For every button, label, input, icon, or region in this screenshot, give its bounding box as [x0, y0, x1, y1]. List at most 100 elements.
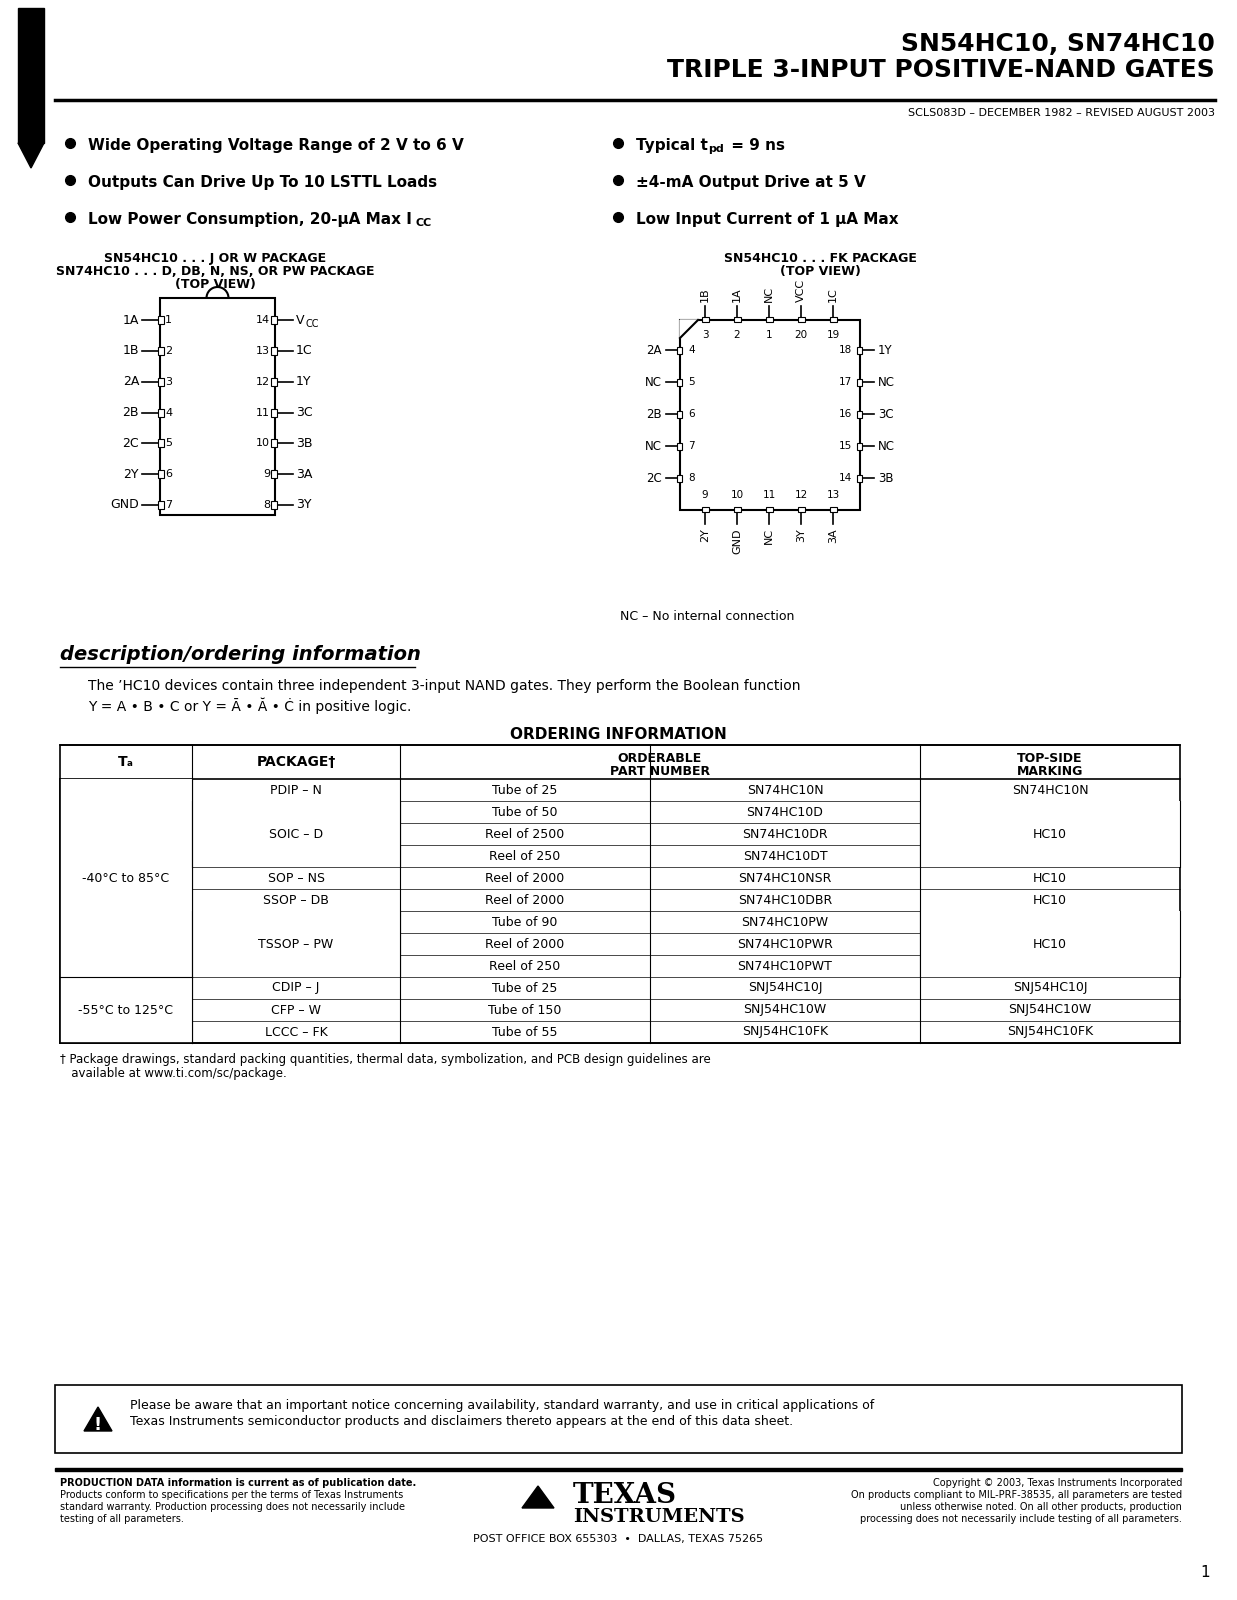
Text: NC: NC: [644, 376, 662, 389]
Text: 19: 19: [826, 330, 840, 341]
Text: available at www.ti.com/sc/package.: available at www.ti.com/sc/package.: [61, 1067, 287, 1080]
Text: 3Y: 3Y: [296, 499, 312, 512]
Bar: [677, 411, 682, 418]
Text: HC10: HC10: [1033, 872, 1068, 885]
Text: V: V: [296, 314, 304, 326]
Text: 14: 14: [256, 315, 270, 325]
Text: 5: 5: [165, 438, 172, 448]
Text: 1: 1: [766, 330, 772, 341]
Bar: [766, 317, 772, 322]
Bar: [856, 411, 862, 418]
Text: 4: 4: [165, 408, 172, 418]
Text: HC10: HC10: [1033, 827, 1068, 840]
Text: LCCC – FK: LCCC – FK: [265, 1026, 328, 1038]
Bar: [830, 507, 836, 512]
Text: 2A: 2A: [647, 344, 662, 357]
Text: 4: 4: [688, 346, 695, 355]
Text: TSSOP – PW: TSSOP – PW: [259, 938, 334, 950]
Bar: [61, 779, 192, 1043]
Text: Tube of 55: Tube of 55: [492, 1026, 558, 1038]
Text: Reel of 2000: Reel of 2000: [485, 872, 564, 885]
Text: PART NUMBER: PART NUMBER: [610, 765, 710, 778]
Text: 1B: 1B: [122, 344, 139, 357]
Bar: [158, 347, 165, 355]
Text: PDIP – N: PDIP – N: [270, 784, 322, 797]
Text: 1A: 1A: [122, 314, 139, 326]
Text: SOP – NS: SOP – NS: [267, 872, 324, 885]
Text: 2: 2: [734, 330, 740, 341]
Bar: [856, 347, 862, 354]
Text: SNJ54HC10FK: SNJ54HC10FK: [742, 1026, 828, 1038]
Text: 8: 8: [263, 499, 270, 510]
Text: 1C: 1C: [296, 344, 313, 357]
Text: SOIC – D: SOIC – D: [268, 827, 323, 840]
Text: pd: pd: [708, 144, 724, 154]
Text: 13: 13: [826, 490, 840, 499]
Bar: [271, 501, 277, 509]
Text: Tube of 25: Tube of 25: [492, 784, 558, 797]
Text: 20: 20: [794, 330, 808, 341]
Text: TRIPLE 3-INPUT POSITIVE-NAND GATES: TRIPLE 3-INPUT POSITIVE-NAND GATES: [667, 58, 1215, 82]
Bar: [677, 443, 682, 450]
Text: NC: NC: [764, 528, 774, 544]
Bar: [734, 317, 741, 322]
Text: ±4-mA Output Drive at 5 V: ±4-mA Output Drive at 5 V: [636, 174, 866, 190]
Text: CFP – W: CFP – W: [271, 1003, 320, 1016]
Bar: [701, 507, 709, 512]
Bar: [160, 298, 275, 515]
Polygon shape: [84, 1406, 113, 1430]
Text: The ’HC10 devices contain three independent 3-input NAND gates. They perform the: The ’HC10 devices contain three independ…: [88, 678, 800, 693]
Text: SNJ54HC10W: SNJ54HC10W: [743, 1003, 826, 1016]
Bar: [271, 440, 277, 448]
Text: 11: 11: [256, 408, 270, 418]
Bar: [856, 379, 862, 386]
Text: 13: 13: [256, 346, 270, 355]
Text: Products conform to specifications per the terms of Texas Instruments: Products conform to specifications per t…: [61, 1490, 403, 1501]
Text: HC10: HC10: [1033, 827, 1068, 840]
Text: 3Y: 3Y: [795, 528, 807, 542]
Text: PACKAGE†: PACKAGE†: [256, 755, 335, 770]
Text: NC: NC: [644, 440, 662, 453]
Text: unless otherwise noted. On all other products, production: unless otherwise noted. On all other pro…: [901, 1502, 1183, 1512]
Bar: [192, 910, 400, 978]
Text: 1C: 1C: [828, 288, 837, 302]
Text: Tube of 150: Tube of 150: [489, 1003, 562, 1016]
Text: VCC: VCC: [795, 278, 807, 302]
Bar: [54, 1386, 1183, 1453]
Bar: [701, 317, 709, 322]
Text: SNJ54HC10W: SNJ54HC10W: [1008, 1003, 1091, 1016]
Text: 1Y: 1Y: [878, 344, 893, 357]
Bar: [856, 443, 862, 450]
Text: standard warranty. Production processing does not necessarily include: standard warranty. Production processing…: [61, 1502, 404, 1512]
Text: SN74HC10N: SN74HC10N: [747, 784, 824, 797]
Text: -40°C to 85°C: -40°C to 85°C: [83, 872, 169, 885]
Bar: [158, 408, 165, 416]
Text: 3: 3: [701, 330, 709, 341]
Text: 3: 3: [165, 376, 172, 387]
Text: POST OFFICE BOX 655303  •  DALLAS, TEXAS 75265: POST OFFICE BOX 655303 • DALLAS, TEXAS 7…: [473, 1534, 763, 1544]
Text: INSTRUMENTS: INSTRUMENTS: [573, 1507, 745, 1526]
Text: Reel of 2500: Reel of 2500: [485, 827, 564, 840]
Text: HC10: HC10: [1033, 938, 1068, 950]
Bar: [271, 408, 277, 416]
Text: SN74HC10PW: SN74HC10PW: [741, 915, 829, 928]
Text: SN74HC10PWR: SN74HC10PWR: [737, 938, 833, 950]
Text: 2B: 2B: [647, 408, 662, 421]
Bar: [830, 317, 836, 322]
Text: SN54HC10 . . . FK PACKAGE: SN54HC10 . . . FK PACKAGE: [724, 251, 917, 266]
Text: CC: CC: [416, 218, 432, 227]
Text: = 9 ns: = 9 ns: [726, 138, 785, 154]
Text: MARKING: MARKING: [1017, 765, 1084, 778]
Text: NC: NC: [764, 286, 774, 302]
Bar: [158, 378, 165, 386]
Text: 3A: 3A: [828, 528, 837, 542]
Bar: [54, 1469, 1183, 1470]
Text: Low Power Consumption, 20-μA Max I: Low Power Consumption, 20-μA Max I: [88, 211, 412, 227]
Text: Tube of 25: Tube of 25: [492, 981, 558, 995]
Text: 3C: 3C: [296, 406, 313, 419]
Bar: [920, 802, 1180, 867]
Text: 2: 2: [165, 346, 172, 355]
Text: 2Y: 2Y: [124, 467, 139, 480]
Text: !: !: [94, 1416, 103, 1434]
Text: 3B: 3B: [878, 472, 893, 485]
